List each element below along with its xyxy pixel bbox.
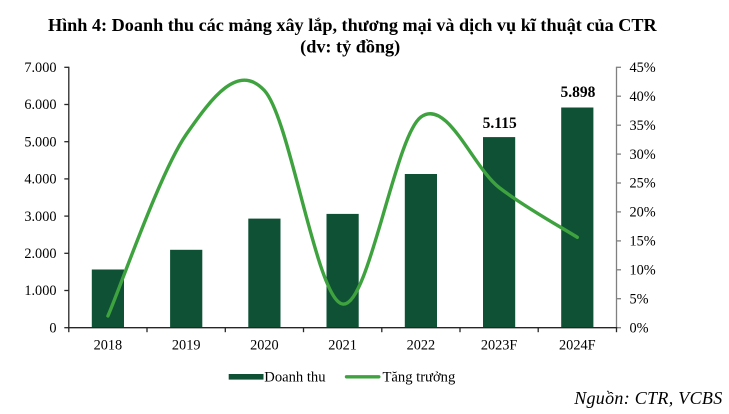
- svg-text:10%: 10%: [630, 263, 656, 279]
- svg-text:2020: 2020: [250, 337, 279, 353]
- svg-text:2022: 2022: [407, 337, 436, 353]
- svg-text:45%: 45%: [630, 60, 656, 76]
- svg-text:Nguồn: CTR, VCBS: Nguồn: CTR, VCBS: [573, 388, 722, 408]
- svg-text:Doanh thu: Doanh thu: [264, 370, 326, 386]
- svg-text:20%: 20%: [630, 205, 656, 221]
- svg-text:2019: 2019: [172, 337, 201, 353]
- svg-text:0%: 0%: [630, 320, 649, 336]
- svg-text:30%: 30%: [630, 147, 656, 163]
- svg-text:2024F: 2024F: [559, 337, 596, 353]
- svg-text:5.898: 5.898: [560, 84, 595, 101]
- svg-text:1.000: 1.000: [24, 283, 56, 299]
- svg-text:0: 0: [49, 320, 56, 336]
- svg-text:5.115: 5.115: [483, 115, 517, 132]
- svg-text:35%: 35%: [630, 118, 656, 134]
- svg-text:2021: 2021: [328, 337, 357, 353]
- svg-text:7.000: 7.000: [24, 60, 56, 76]
- svg-text:3.000: 3.000: [24, 209, 56, 225]
- svg-text:15%: 15%: [630, 234, 656, 250]
- svg-text:Hình 4: Doanh thu các mảng xây: Hình 4: Doanh thu các mảng xây lắp, thươ…: [48, 15, 658, 35]
- svg-text:40%: 40%: [630, 89, 656, 105]
- svg-text:6.000: 6.000: [24, 97, 56, 113]
- svg-text:(dv: tỷ đồng): (dv: tỷ đồng): [300, 37, 400, 58]
- svg-text:4.000: 4.000: [24, 172, 56, 188]
- svg-text:2.000: 2.000: [24, 246, 56, 262]
- svg-text:25%: 25%: [630, 176, 656, 192]
- svg-text:Tăng trưởng: Tăng trưởng: [383, 370, 456, 386]
- svg-text:2023F: 2023F: [481, 337, 518, 353]
- svg-text:2018: 2018: [94, 337, 123, 353]
- svg-text:5.000: 5.000: [24, 134, 56, 150]
- svg-text:5%: 5%: [630, 291, 649, 307]
